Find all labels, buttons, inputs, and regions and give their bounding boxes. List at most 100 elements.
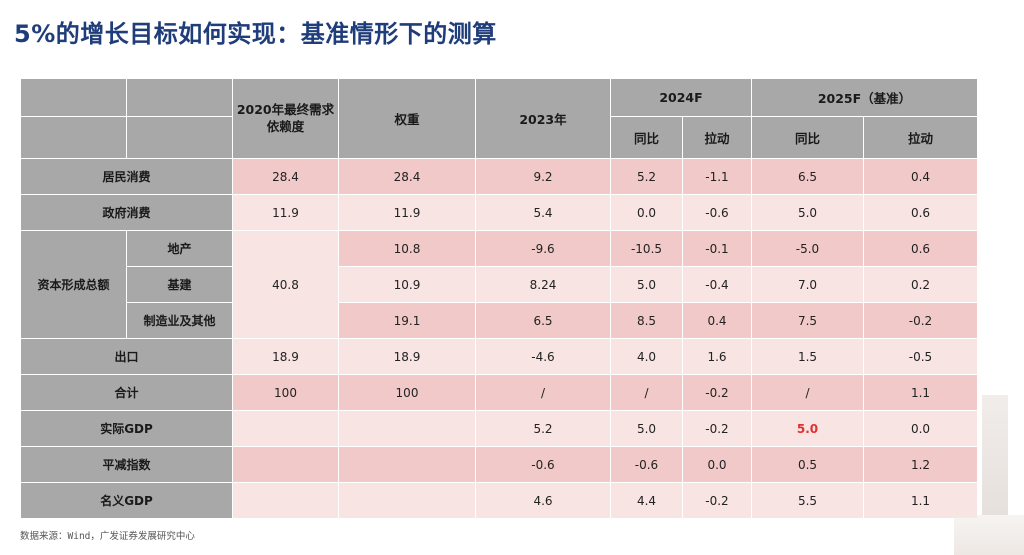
cell-dependency (232, 446, 339, 483)
cell-2025-yoy: 5.0 (751, 194, 864, 231)
header-2025-pull: 拉动 (863, 116, 978, 159)
cell-dependency: 40.8 (232, 230, 339, 339)
table-row: 资本形成总额 地产 40.8 10.8 -9.6 -10.5 -0.1 -5.0… (20, 230, 978, 339)
cell-2025-pull: 0.6 (863, 194, 978, 231)
cell-2024-pull: 0.4 (682, 302, 752, 339)
table-row: 平减指数 -0.6 -0.6 0.0 0.5 1.2 (20, 446, 978, 483)
cell-2024-pull: -0.2 (682, 374, 752, 411)
page-title: 5%的增长目标如何实现：基准情形下的测算 (14, 20, 497, 48)
table-row: 制造业及其他 19.1 6.5 8.5 0.4 7.5 -0.2 (21, 302, 978, 339)
header-2025-yoy: 同比 (751, 116, 864, 159)
cell-2025-yoy: 5.5 (751, 482, 864, 519)
cell-dependency: 28.4 (232, 158, 339, 195)
cell-2025-pull: 0.4 (863, 158, 978, 195)
cell-2025-yoy: 7.5 (751, 302, 864, 339)
cell-2023: -0.6 (475, 446, 611, 483)
cell-2023: / (475, 374, 611, 411)
header-2025f: 2025F（基准） (751, 78, 978, 117)
cell-2024-pull: -1.1 (682, 158, 752, 195)
cell-2024-yoy: 8.5 (610, 302, 683, 339)
cell-2023: -4.6 (475, 338, 611, 375)
source-note: 数据来源：Wind，广发证券发展研究中心 (20, 531, 195, 542)
cell-2023: 5.4 (475, 194, 611, 231)
cell-2023: 6.5 (475, 302, 611, 339)
cell-weight: 19.1 (338, 302, 476, 339)
cell-weight (338, 482, 476, 519)
building-watermark (982, 395, 1008, 515)
row-label-real-gdp: 实际GDP (20, 410, 233, 447)
cell-weight: 10.9 (338, 266, 476, 303)
table-row: 名义GDP 4.6 4.4 -0.2 5.5 1.1 (20, 482, 978, 519)
cell-2025-pull: 1.1 (863, 482, 978, 519)
cell-2024-yoy: 4.4 (610, 482, 683, 519)
cell-2024-pull: -0.2 (682, 482, 752, 519)
cell-weight (338, 410, 476, 447)
cell-2023: 4.6 (475, 482, 611, 519)
cell-2024-pull: -0.2 (682, 410, 752, 447)
cell-2025-yoy: / (751, 374, 864, 411)
cell-weight: 100 (338, 374, 476, 411)
header-2024-pull: 拉动 (682, 116, 752, 159)
cell-2024-yoy: 5.0 (610, 410, 683, 447)
cell-2024-yoy: 5.2 (610, 158, 683, 195)
cell-weight: 28.4 (338, 158, 476, 195)
header-weight: 权重 (338, 78, 476, 159)
cell-2025-yoy: 7.0 (751, 266, 864, 303)
row-label-consumption: 居民消费 (20, 158, 233, 195)
cell-2024-yoy: 0.0 (610, 194, 683, 231)
cell-2024-yoy: -10.5 (610, 230, 683, 267)
cell-weight: 11.9 (338, 194, 476, 231)
header-blank-3 (20, 116, 127, 159)
header-blank-4 (126, 116, 233, 159)
table-row: 出口 18.9 18.9 -4.6 4.0 1.6 1.5 -0.5 (20, 338, 978, 375)
header-blank-2 (126, 78, 233, 117)
cell-dependency: 100 (232, 374, 339, 411)
cell-2025-pull: -0.2 (863, 302, 978, 339)
cell-2023: 9.2 (475, 158, 611, 195)
cell-2024-pull: 0.0 (682, 446, 752, 483)
table-row: 居民消费 28.4 28.4 9.2 5.2 -1.1 6.5 0.4 (20, 158, 978, 195)
header-2024f: 2024F (610, 78, 752, 117)
row-label-infrastructure: 基建 (126, 266, 233, 303)
cell-2025-yoy-highlight: 5.0 (751, 410, 864, 447)
table-row: 政府消费 11.9 11.9 5.4 0.0 -0.6 5.0 0.6 (20, 194, 978, 231)
corner-watermark (954, 515, 1024, 555)
cell-2025-pull: -0.5 (863, 338, 978, 375)
cell-weight: 18.9 (338, 338, 476, 375)
cell-2025-yoy: 1.5 (751, 338, 864, 375)
cell-2023: -9.6 (475, 230, 611, 267)
row-label-nominal-gdp: 名义GDP (20, 482, 233, 519)
growth-table: 2020年最终需求依赖度 权重 2023年 2024F 2025F（基准） 同比… (20, 78, 978, 519)
cell-2024-yoy: 4.0 (610, 338, 683, 375)
cell-weight: 10.8 (338, 230, 476, 267)
cell-2025-pull: 0.0 (863, 410, 978, 447)
row-label-deflator: 平减指数 (20, 446, 233, 483)
row-label-government: 政府消费 (20, 194, 233, 231)
cell-2024-pull: -0.1 (682, 230, 752, 267)
cell-dependency: 18.9 (232, 338, 339, 375)
row-label-realestate: 地产 (126, 230, 233, 267)
header-2023: 2023年 (475, 78, 611, 159)
cell-dependency (232, 482, 339, 519)
header-2024-yoy: 同比 (610, 116, 683, 159)
cell-weight (338, 446, 476, 483)
cell-2025-pull: 1.1 (863, 374, 978, 411)
table-row: 实际GDP 5.2 5.0 -0.2 5.0 0.0 (20, 410, 978, 447)
row-label-manufacturing: 制造业及其他 (126, 302, 233, 339)
table-row: 基建 10.9 8.24 5.0 -0.4 7.0 0.2 (21, 266, 978, 303)
cell-2025-pull: 1.2 (863, 446, 978, 483)
cell-2025-pull: 0.6 (863, 230, 978, 267)
cell-2025-yoy: 0.5 (751, 446, 864, 483)
cell-dependency: 11.9 (232, 194, 339, 231)
table-row: 合计 100 100 / / -0.2 / 1.1 (20, 374, 978, 411)
cell-2025-yoy: -5.0 (751, 230, 864, 267)
row-label-export: 出口 (20, 338, 233, 375)
cell-2023: 8.24 (475, 266, 611, 303)
cell-2024-yoy: -0.6 (610, 446, 683, 483)
cell-2024-yoy: / (610, 374, 683, 411)
cell-2024-pull: -0.4 (682, 266, 752, 303)
cell-2023: 5.2 (475, 410, 611, 447)
header-blank-1 (20, 78, 127, 117)
cell-2025-pull: 0.2 (863, 266, 978, 303)
cell-2024-yoy: 5.0 (610, 266, 683, 303)
